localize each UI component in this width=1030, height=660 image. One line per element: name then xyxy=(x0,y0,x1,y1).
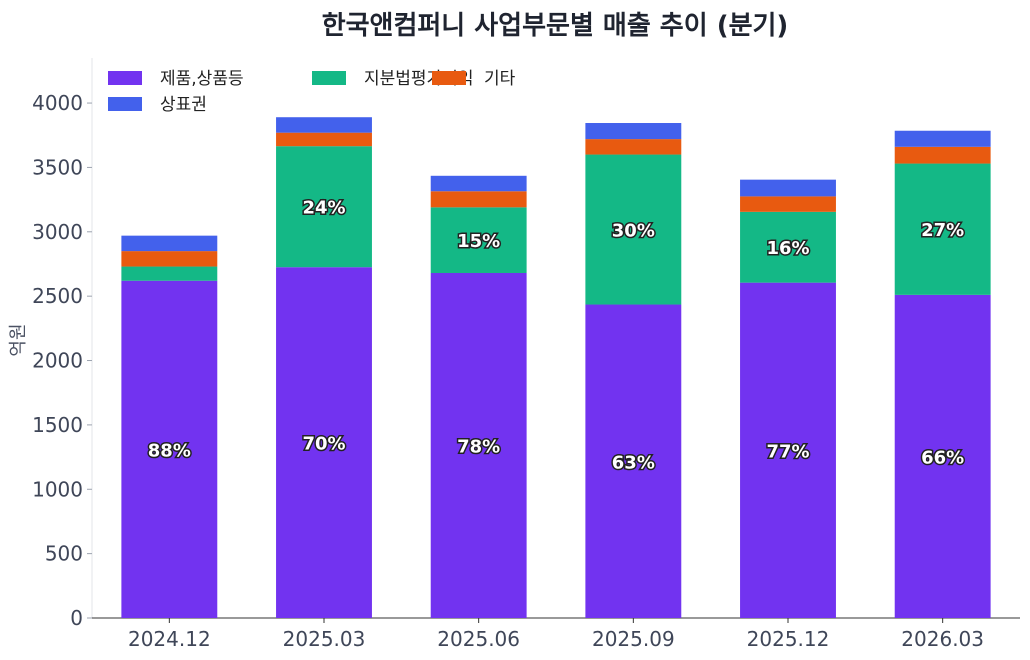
x-tick-label: 2025.09 xyxy=(592,627,675,651)
bar-segment xyxy=(740,179,836,197)
bar-segment xyxy=(894,294,991,618)
bar-segment xyxy=(894,146,991,164)
y-tick-label: 2000 xyxy=(32,349,83,373)
bar-data-label: 78% xyxy=(457,436,500,457)
bar-data-label: 77% xyxy=(766,441,809,462)
legend-swatch xyxy=(108,71,142,85)
bar-data-label: 70% xyxy=(302,434,345,455)
bar-data-label: 88% xyxy=(148,440,191,461)
x-tick-label: 2024.12 xyxy=(128,627,211,651)
bar-segment xyxy=(430,175,527,192)
legend-label: 제품,상품등 xyxy=(160,69,244,89)
bar-segment xyxy=(276,146,372,268)
x-tick-label: 2025.06 xyxy=(437,627,520,651)
bar-segment xyxy=(894,163,991,295)
y-tick-label: 3000 xyxy=(32,220,83,244)
bar-segment xyxy=(430,191,527,208)
bar-segment xyxy=(121,251,218,267)
y-tick-label: 0 xyxy=(70,606,83,630)
bar-segment xyxy=(121,235,218,252)
bar-data-label: 15% xyxy=(457,231,500,252)
bar-data-label: 24% xyxy=(302,198,345,219)
legend-swatch xyxy=(108,97,142,111)
bar-data-label: 16% xyxy=(766,238,809,259)
bar-data-label: 63% xyxy=(612,452,655,473)
y-tick-label: 3500 xyxy=(32,155,83,179)
y-tick-label: 1500 xyxy=(32,413,83,437)
legend-swatch xyxy=(312,71,346,85)
chart-title: 한국앤컴퍼니 사업부문별 매출 추이 (분기) xyxy=(322,11,789,41)
y-tick-label: 500 xyxy=(45,542,83,566)
bar-segment xyxy=(585,304,682,618)
plot-area: 0 500 1000 1500 2000 2500 3000 3500 4000 88% 2024.… xyxy=(32,58,1020,651)
legend-swatch xyxy=(432,71,466,85)
x-tick-label: 2026.03 xyxy=(901,627,984,651)
bar-segment xyxy=(740,196,836,212)
bar-segment xyxy=(740,282,836,618)
bar-data-label: 66% xyxy=(921,447,964,468)
bar-data-label: 27% xyxy=(921,220,964,241)
legend-label: 기타 xyxy=(484,69,516,89)
bar-segment xyxy=(740,211,836,283)
y-tick-label: 2500 xyxy=(32,284,83,308)
bar-data-label: 30% xyxy=(612,221,655,242)
bar-segment xyxy=(121,280,218,618)
y-axis-label: 억원 xyxy=(8,323,29,356)
bar-segment xyxy=(276,117,372,133)
bar-segment xyxy=(276,267,372,618)
bar-segment xyxy=(430,207,527,273)
x-tick-label: 2025.03 xyxy=(283,627,366,651)
bar-segment xyxy=(585,154,682,305)
bar-segment xyxy=(121,266,218,281)
bar-segment xyxy=(430,272,527,618)
x-tick-label: 2025.12 xyxy=(747,627,830,651)
y-tick-label: 1000 xyxy=(32,477,83,501)
bar-segment xyxy=(585,123,682,140)
legend-label: 상표권 xyxy=(160,95,207,115)
bar-segment xyxy=(585,139,682,155)
bar-segment xyxy=(276,132,372,147)
bar-segment xyxy=(894,130,991,147)
y-tick-label: 4000 xyxy=(32,91,83,115)
